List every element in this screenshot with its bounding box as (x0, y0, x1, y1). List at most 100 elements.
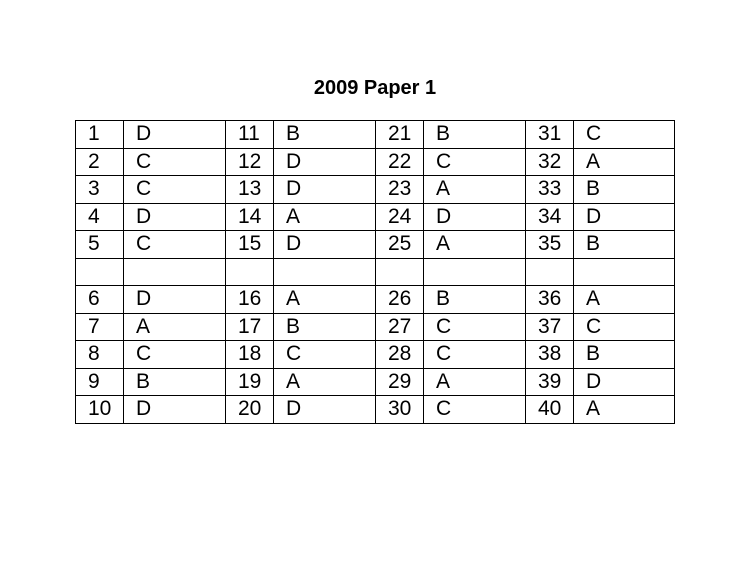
question-number: 5 (75, 230, 124, 259)
answer-letter: C (123, 340, 226, 369)
question-number: 36 (525, 285, 574, 314)
answer-letter: C (423, 340, 526, 369)
question-number: 38 (525, 340, 574, 369)
question-number: 39 (525, 367, 574, 396)
answer-letter: C (423, 395, 526, 424)
table-row: 6 D 16 A 26 B 36 A (75, 285, 675, 314)
question-number: 18 (225, 340, 274, 369)
answer-letter: D (573, 367, 675, 396)
answer-letter: D (273, 175, 376, 204)
answer-letter: A (573, 395, 675, 424)
question-number: 25 (375, 230, 424, 259)
answer-letter: D (273, 230, 376, 259)
answer-letter: B (423, 285, 526, 314)
answer-letter: B (123, 367, 226, 396)
question-number: 31 (525, 120, 574, 149)
answer-letter: C (423, 147, 526, 176)
question-number: 22 (375, 147, 424, 176)
answer-letter: A (273, 367, 376, 396)
answer-letter: A (273, 202, 376, 231)
question-number: 1 (75, 120, 124, 149)
answer-letter: B (423, 120, 526, 149)
answer-letter: D (423, 202, 526, 231)
answer-letter: B (573, 230, 675, 259)
answer-key-table: 1 D 11 B 21 B 31 C 2 C 12 D 22 C 32 A 3 C 13 D 23 A 33 B 4 D 14 A 24… (75, 120, 675, 424)
question-number: 10 (75, 395, 124, 424)
question-number: 37 (525, 312, 574, 341)
answer-letter: D (123, 395, 226, 424)
question-number: 11 (225, 120, 274, 149)
question-number: 20 (225, 395, 274, 424)
answer-letter (573, 257, 675, 286)
answer-letter: C (423, 312, 526, 341)
question-number: 34 (525, 202, 574, 231)
question-number: 4 (75, 202, 124, 231)
question-number: 21 (375, 120, 424, 149)
question-number: 35 (525, 230, 574, 259)
table-row: 7 A 17 B 27 C 37 C (75, 312, 675, 341)
question-number: 30 (375, 395, 424, 424)
answer-letter: C (123, 230, 226, 259)
answer-letter: D (123, 202, 226, 231)
answer-letter: C (123, 175, 226, 204)
answer-letter: A (273, 285, 376, 314)
spacer-row (75, 257, 675, 286)
answer-letter: A (423, 175, 526, 204)
question-number: 27 (375, 312, 424, 341)
answer-letter: B (573, 340, 675, 369)
answer-letter: A (423, 367, 526, 396)
question-number: 16 (225, 285, 274, 314)
table-row: 9 B 19 A 29 A 39 D (75, 367, 675, 396)
answer-letter: C (573, 120, 675, 149)
answer-letter: D (573, 202, 675, 231)
question-number: 7 (75, 312, 124, 341)
question-number: 14 (225, 202, 274, 231)
table-row: 1 D 11 B 21 B 31 C (75, 120, 675, 149)
question-number: 6 (75, 285, 124, 314)
question-number: 33 (525, 175, 574, 204)
answer-letter: B (273, 120, 376, 149)
question-number: 3 (75, 175, 124, 204)
question-number: 40 (525, 395, 574, 424)
question-number (225, 257, 274, 286)
table-row: 8 C 18 C 28 C 38 B (75, 340, 675, 369)
question-number: 2 (75, 147, 124, 176)
question-number: 26 (375, 285, 424, 314)
question-number: 28 (375, 340, 424, 369)
question-number (75, 257, 124, 286)
question-number: 23 (375, 175, 424, 204)
question-number (525, 257, 574, 286)
question-number: 15 (225, 230, 274, 259)
question-number: 29 (375, 367, 424, 396)
answer-letter (423, 257, 526, 286)
answer-letter: D (123, 120, 226, 149)
answer-letter (273, 257, 376, 286)
question-number: 9 (75, 367, 124, 396)
answer-letter: B (273, 312, 376, 341)
answer-letter: C (273, 340, 376, 369)
question-number: 12 (225, 147, 274, 176)
table-row: 5 C 15 D 25 A 35 B (75, 230, 675, 259)
answer-letter: D (273, 395, 376, 424)
answer-letter: A (123, 312, 226, 341)
table-row: 3 C 13 D 23 A 33 B (75, 175, 675, 204)
answer-letter: D (123, 285, 226, 314)
question-number: 17 (225, 312, 274, 341)
question-number: 8 (75, 340, 124, 369)
question-number (375, 257, 424, 286)
answer-letter: D (273, 147, 376, 176)
page-title: 2009 Paper 1 (313, 77, 437, 99)
question-number: 24 (375, 202, 424, 231)
table-row: 2 C 12 D 22 C 32 A (75, 147, 675, 176)
table-row: 4 D 14 A 24 D 34 D (75, 202, 675, 231)
answer-letter: C (123, 147, 226, 176)
answer-letter: A (573, 147, 675, 176)
answer-letter: C (573, 312, 675, 341)
question-number: 32 (525, 147, 574, 176)
answer-letter: A (423, 230, 526, 259)
question-number: 13 (225, 175, 274, 204)
question-number: 19 (225, 367, 274, 396)
answer-letter: A (573, 285, 675, 314)
answer-letter (123, 257, 226, 286)
table-row: 10 D 20 D 30 C 40 A (75, 395, 675, 424)
